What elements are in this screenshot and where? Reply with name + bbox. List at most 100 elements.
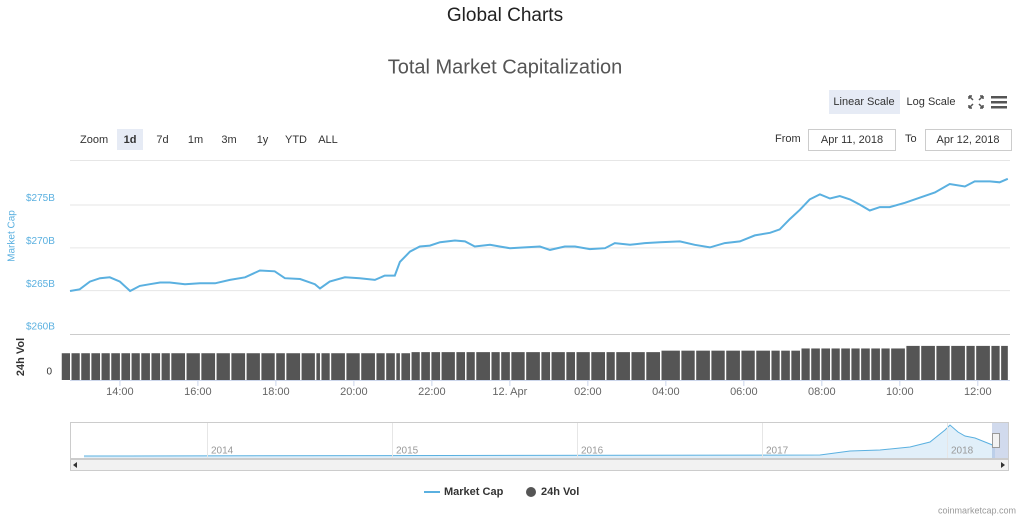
volume-bar (161, 353, 170, 380)
range-input[interactable] (808, 129, 896, 151)
zoom-button[interactable]: 1d (124, 134, 137, 146)
scale-button-bg[interactable] (829, 90, 900, 114)
volume-bar (991, 345, 1000, 380)
volume-bar (456, 352, 466, 380)
volume-bar (111, 353, 120, 380)
volume-bar (821, 348, 831, 380)
scale-button[interactable]: Linear Scale (833, 96, 894, 108)
zoom-button[interactable]: 1m (188, 134, 203, 146)
x-tick-label: 20:00 (340, 386, 368, 398)
volume-bar (501, 352, 510, 380)
volume-bar (541, 352, 551, 380)
volume-bar (781, 350, 790, 380)
range-label: To (905, 133, 917, 145)
volume-bar (91, 353, 101, 380)
zoom-button-bg[interactable] (117, 129, 143, 150)
y2-axis-title: 24h Vol (15, 338, 27, 376)
volume-bar (591, 352, 606, 380)
navigator-label: 2014 (211, 446, 234, 457)
volume-bar (286, 353, 301, 380)
volume-bar (466, 352, 475, 380)
volume-bar (476, 352, 490, 380)
volume-bar (71, 353, 80, 380)
page-title: Global Charts (447, 5, 563, 26)
chart-title: Total Market Capitalization (388, 56, 623, 78)
volume-bar (966, 345, 975, 380)
volume-bar (411, 352, 420, 380)
volume-bar (301, 353, 315, 380)
volume-bar (151, 353, 161, 380)
volume-bar (511, 352, 525, 380)
x-tick-label: 22:00 (418, 386, 446, 398)
scroll-arrow[interactable] (1001, 462, 1005, 468)
volume-bar (771, 350, 780, 380)
fullscreen-icon[interactable] (968, 95, 984, 109)
scroll-arrow[interactable] (73, 462, 77, 468)
zoom-button[interactable]: 7d (156, 134, 168, 146)
volume-bar (831, 348, 840, 380)
volume-bar (576, 352, 590, 380)
range-input-text[interactable]: Apr 12, 2018 (937, 134, 1000, 146)
zoom-button[interactable]: ALL (318, 134, 338, 146)
volume-bar (906, 345, 920, 380)
legend[interactable]: Market Cap 24h Vol (424, 486, 579, 498)
volume-bar (851, 348, 860, 380)
range-input-text[interactable]: Apr 11, 2018 (821, 134, 883, 146)
volume-bar (681, 350, 695, 380)
volume-bar (791, 350, 800, 380)
volume-bar (61, 353, 70, 380)
navigator-handle[interactable] (992, 433, 1000, 448)
zoom-button[interactable]: 3m (221, 134, 236, 146)
zoom-button[interactable]: 1y (257, 134, 269, 146)
market-cap-line (69, 177, 1009, 293)
zoom-button[interactable]: YTD (285, 134, 307, 146)
volume-bar (361, 353, 375, 380)
legend-label[interactable]: 24h Vol (541, 486, 579, 498)
volume-bar (131, 353, 140, 380)
credits: coinmarketcap.com (938, 505, 1016, 515)
volume-bar (566, 352, 575, 380)
y2-tick-label: 0 (46, 367, 52, 378)
volume-bar (376, 353, 385, 380)
y-tick-label: $270B (26, 236, 55, 247)
x-tick-label: 18:00 (262, 386, 290, 398)
volume-bar (396, 353, 400, 380)
volume-bar (741, 350, 755, 380)
legend-label[interactable]: Market Cap (444, 486, 504, 498)
y-tick-label: $260B (26, 322, 55, 333)
volume-bar (801, 348, 810, 380)
zoom-label: Zoom (80, 134, 108, 146)
navigator-label: 2017 (766, 446, 789, 457)
volume-bar (431, 352, 441, 380)
volume-bar (321, 353, 330, 380)
volume-bar (401, 353, 411, 380)
x-tick-label: 04:00 (652, 386, 680, 398)
volume-bar (171, 353, 186, 380)
range-input[interactable] (925, 129, 1012, 151)
navigator-labels: 2014 2015 2016 2017 2018 (207, 423, 974, 458)
x-tick-label: 12. Apr (492, 386, 527, 398)
volume-bar (421, 352, 430, 380)
volume-bar (661, 350, 680, 380)
volume-bar (871, 348, 880, 380)
volume-bar (316, 353, 320, 380)
volume-bar (726, 350, 740, 380)
volume-bar (631, 352, 645, 380)
scale-button[interactable]: Log Scale (907, 96, 956, 108)
volume-bar (186, 353, 200, 380)
legend-symbol[interactable] (526, 487, 536, 497)
volume-bar (491, 352, 500, 380)
volume-bar (976, 345, 990, 380)
volume-bar (331, 353, 345, 380)
x-tick-label: 16:00 (184, 386, 212, 398)
menu-icon[interactable] (991, 96, 1007, 109)
volume-bar (1001, 345, 1008, 380)
volume-bar (201, 353, 216, 380)
x-tick-label: 06:00 (730, 386, 758, 398)
volume-bar (346, 353, 360, 380)
range-label: From (775, 133, 801, 145)
x-tick-label: 10:00 (886, 386, 914, 398)
volume-bar (936, 345, 950, 380)
scrollbar[interactable] (70, 459, 1009, 471)
zoom-group: Zoom 1d 7d 1m 3m 1y YTD ALL (80, 129, 338, 150)
